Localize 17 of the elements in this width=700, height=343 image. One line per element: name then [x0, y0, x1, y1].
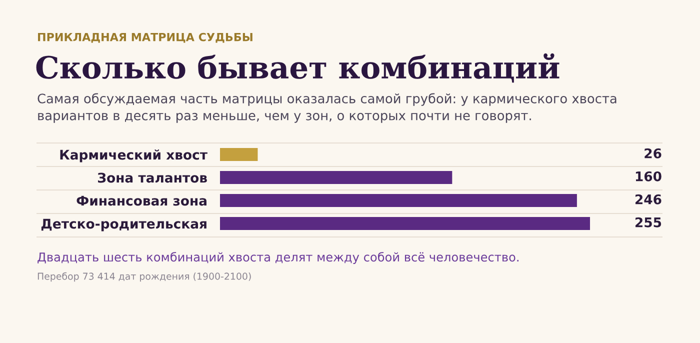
text: Двадцать шесть комбинаций хвоста делят между собой всё человечество.: [38, 252, 518, 264]
y-tick-label: Зона талантов: [98, 172, 207, 183]
data-label: 246: [636, 194, 662, 204]
y-tick-label: Кармический хвост: [60, 149, 208, 162]
data-label: 160: [636, 171, 662, 182]
y-tick-label: Финансовая зона: [76, 196, 206, 206]
y-tick-label: Детско-родительская: [41, 218, 206, 232]
text: Перебор 73 414 дат рождения (1900-2100): [38, 272, 251, 282]
chart-subtitle: Самая обсуждаемая часть матрицы оказалась самой грубой: у кармического хвоста вариантов в десять раз меньше, чем у зон, о которых почти не говорят.: [38, 93, 616, 123]
bar: [220, 148, 258, 161]
bar: [220, 194, 577, 207]
bar: [220, 171, 452, 184]
data-label: 26: [644, 148, 662, 158]
chart-title: Сколько бывает комбинаций: [36, 53, 560, 83]
text: ПРИКЛАДНАЯ МАТРИЦА СУДЬБЫ: [38, 32, 252, 43]
data-label: 255: [636, 217, 662, 228]
bar: [220, 217, 590, 230]
